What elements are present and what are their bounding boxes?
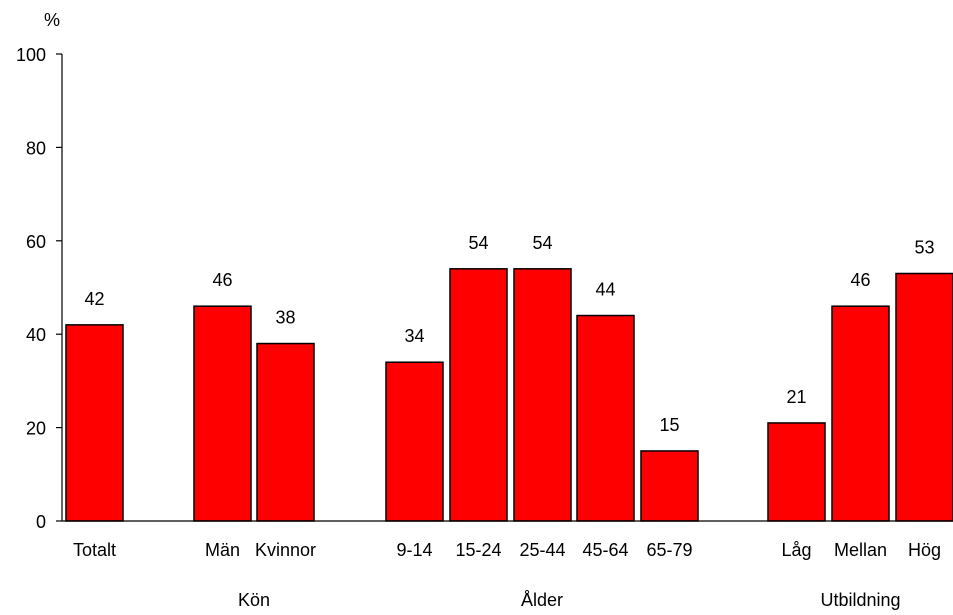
data-label-15-24: 54: [468, 233, 488, 253]
y-tick-label-60: 60: [26, 232, 46, 252]
x-tick-label-45-64: 45-64: [582, 540, 628, 560]
y-tick-label-40: 40: [26, 325, 46, 345]
y-tick-label-20: 20: [26, 419, 46, 439]
data-labels-layer: 42 46 38 34 54 54 44 15 21 46 53: [84, 233, 934, 435]
bar-15-24: [449, 268, 508, 522]
data-label-Män: 46: [212, 270, 232, 290]
data-label-Mellan: 46: [850, 270, 870, 290]
bar-Låg: [767, 422, 826, 522]
x-tick-label-25-44: 25-44: [519, 540, 565, 560]
x-tick-label-9-14: 9-14: [396, 540, 432, 560]
axes-layer: 0 20 40 60 80 100: [16, 45, 953, 532]
x-tick-label-Män: Män: [205, 540, 240, 560]
bar-45-64: [576, 314, 635, 522]
group-labels-layer: Kön Ålder Utbildning: [238, 590, 901, 610]
bar-9-14: [385, 361, 444, 522]
data-label-45-64: 44: [595, 280, 615, 300]
group-label-Ålder: Ålder: [521, 590, 563, 610]
y-axis-label: %: [44, 10, 60, 30]
group-label-Kön: Kön: [238, 590, 270, 610]
bar-Hög: [895, 272, 953, 522]
y-tick-label-100: 100: [16, 45, 46, 65]
data-label-Kvinnor: 38: [275, 308, 295, 328]
bar-65-79: [640, 450, 699, 522]
data-label-Hög: 53: [914, 237, 934, 257]
data-label-25-44: 54: [532, 233, 552, 253]
x-tick-label-Låg: Låg: [781, 540, 811, 560]
y-tick-label-80: 80: [26, 138, 46, 158]
group-label-Utbildning: Utbildning: [820, 590, 900, 610]
x-tick-label-Mellan: Mellan: [834, 540, 887, 560]
bar-Män: [193, 305, 252, 522]
data-label-65-79: 15: [659, 415, 679, 435]
x-tick-label-Totalt: Totalt: [73, 540, 116, 560]
y-tick-label-0: 0: [36, 512, 46, 532]
data-label-Låg: 21: [786, 387, 806, 407]
bar-Totalt: [65, 324, 124, 522]
data-label-9-14: 34: [404, 326, 424, 346]
bar-Mellan: [831, 305, 890, 522]
bar-25-44: [513, 268, 572, 522]
data-label-Totalt: 42: [84, 289, 104, 309]
bar-Kvinnor: [256, 342, 315, 522]
x-tick-label-Hög: Hög: [908, 540, 941, 560]
x-tick-label-Kvinnor: Kvinnor: [255, 540, 316, 560]
x-tick-labels-layer: Totalt Män Kvinnor 9-14 15-24 25-44 45-64 65-79…: [73, 540, 941, 560]
x-tick-label-65-79: 65-79: [646, 540, 692, 560]
x-tick-label-15-24: 15-24: [455, 540, 501, 560]
bars-layer: [65, 268, 953, 522]
